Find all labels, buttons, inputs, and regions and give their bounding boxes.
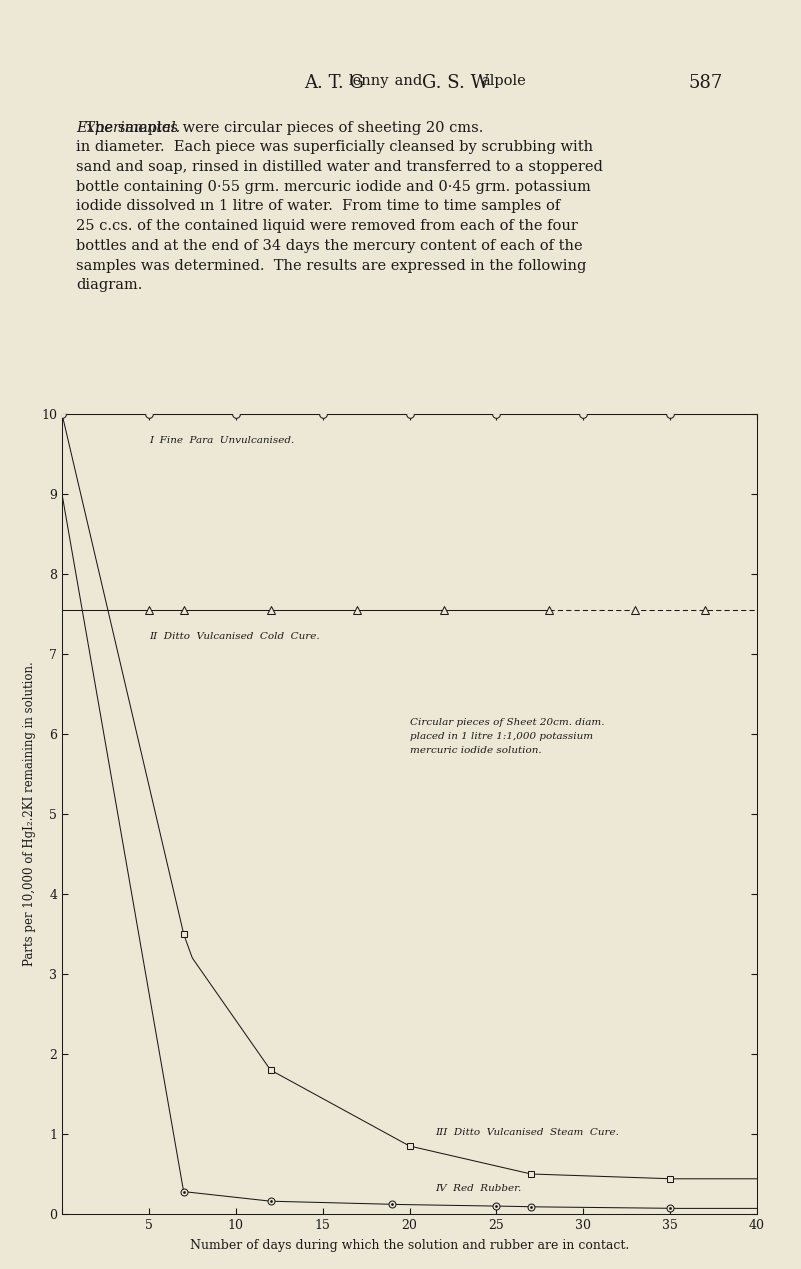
Text: and: and <box>390 74 427 88</box>
Text: A. T. G: A. T. G <box>304 74 364 91</box>
Y-axis label: Parts per 10,000 of HgI₂.2KI remaining in solution.: Parts per 10,000 of HgI₂.2KI remaining i… <box>22 661 35 967</box>
Text: alpole: alpole <box>481 74 526 88</box>
Text: Experimental.: Experimental. <box>76 121 180 135</box>
Text: The samples were circular pieces of sheeting 20 cms.
in diameter.  Each piece wa: The samples were circular pieces of shee… <box>76 121 603 292</box>
Text: lenny: lenny <box>348 74 389 88</box>
Text: G. S. W: G. S. W <box>422 74 489 91</box>
Text: 587: 587 <box>689 74 723 91</box>
Text: Circular pieces of Sheet 20cm. diam.
placed in 1 litre 1:1,000 potassium
mercuri: Circular pieces of Sheet 20cm. diam. pla… <box>409 718 604 755</box>
Text: IV  Red  Rubber.: IV Red Rubber. <box>436 1184 521 1193</box>
Text: II  Ditto  Vulcanised  Cold  Cure.: II Ditto Vulcanised Cold Cure. <box>149 632 320 641</box>
Text: I  Fine  Para  Unvulcanised.: I Fine Para Unvulcanised. <box>149 437 294 445</box>
Text: III  Ditto  Vulcanised  Steam  Cure.: III Ditto Vulcanised Steam Cure. <box>436 1128 619 1137</box>
X-axis label: Number of days during which the solution and rubber are in contact.: Number of days during which the solution… <box>190 1239 629 1251</box>
